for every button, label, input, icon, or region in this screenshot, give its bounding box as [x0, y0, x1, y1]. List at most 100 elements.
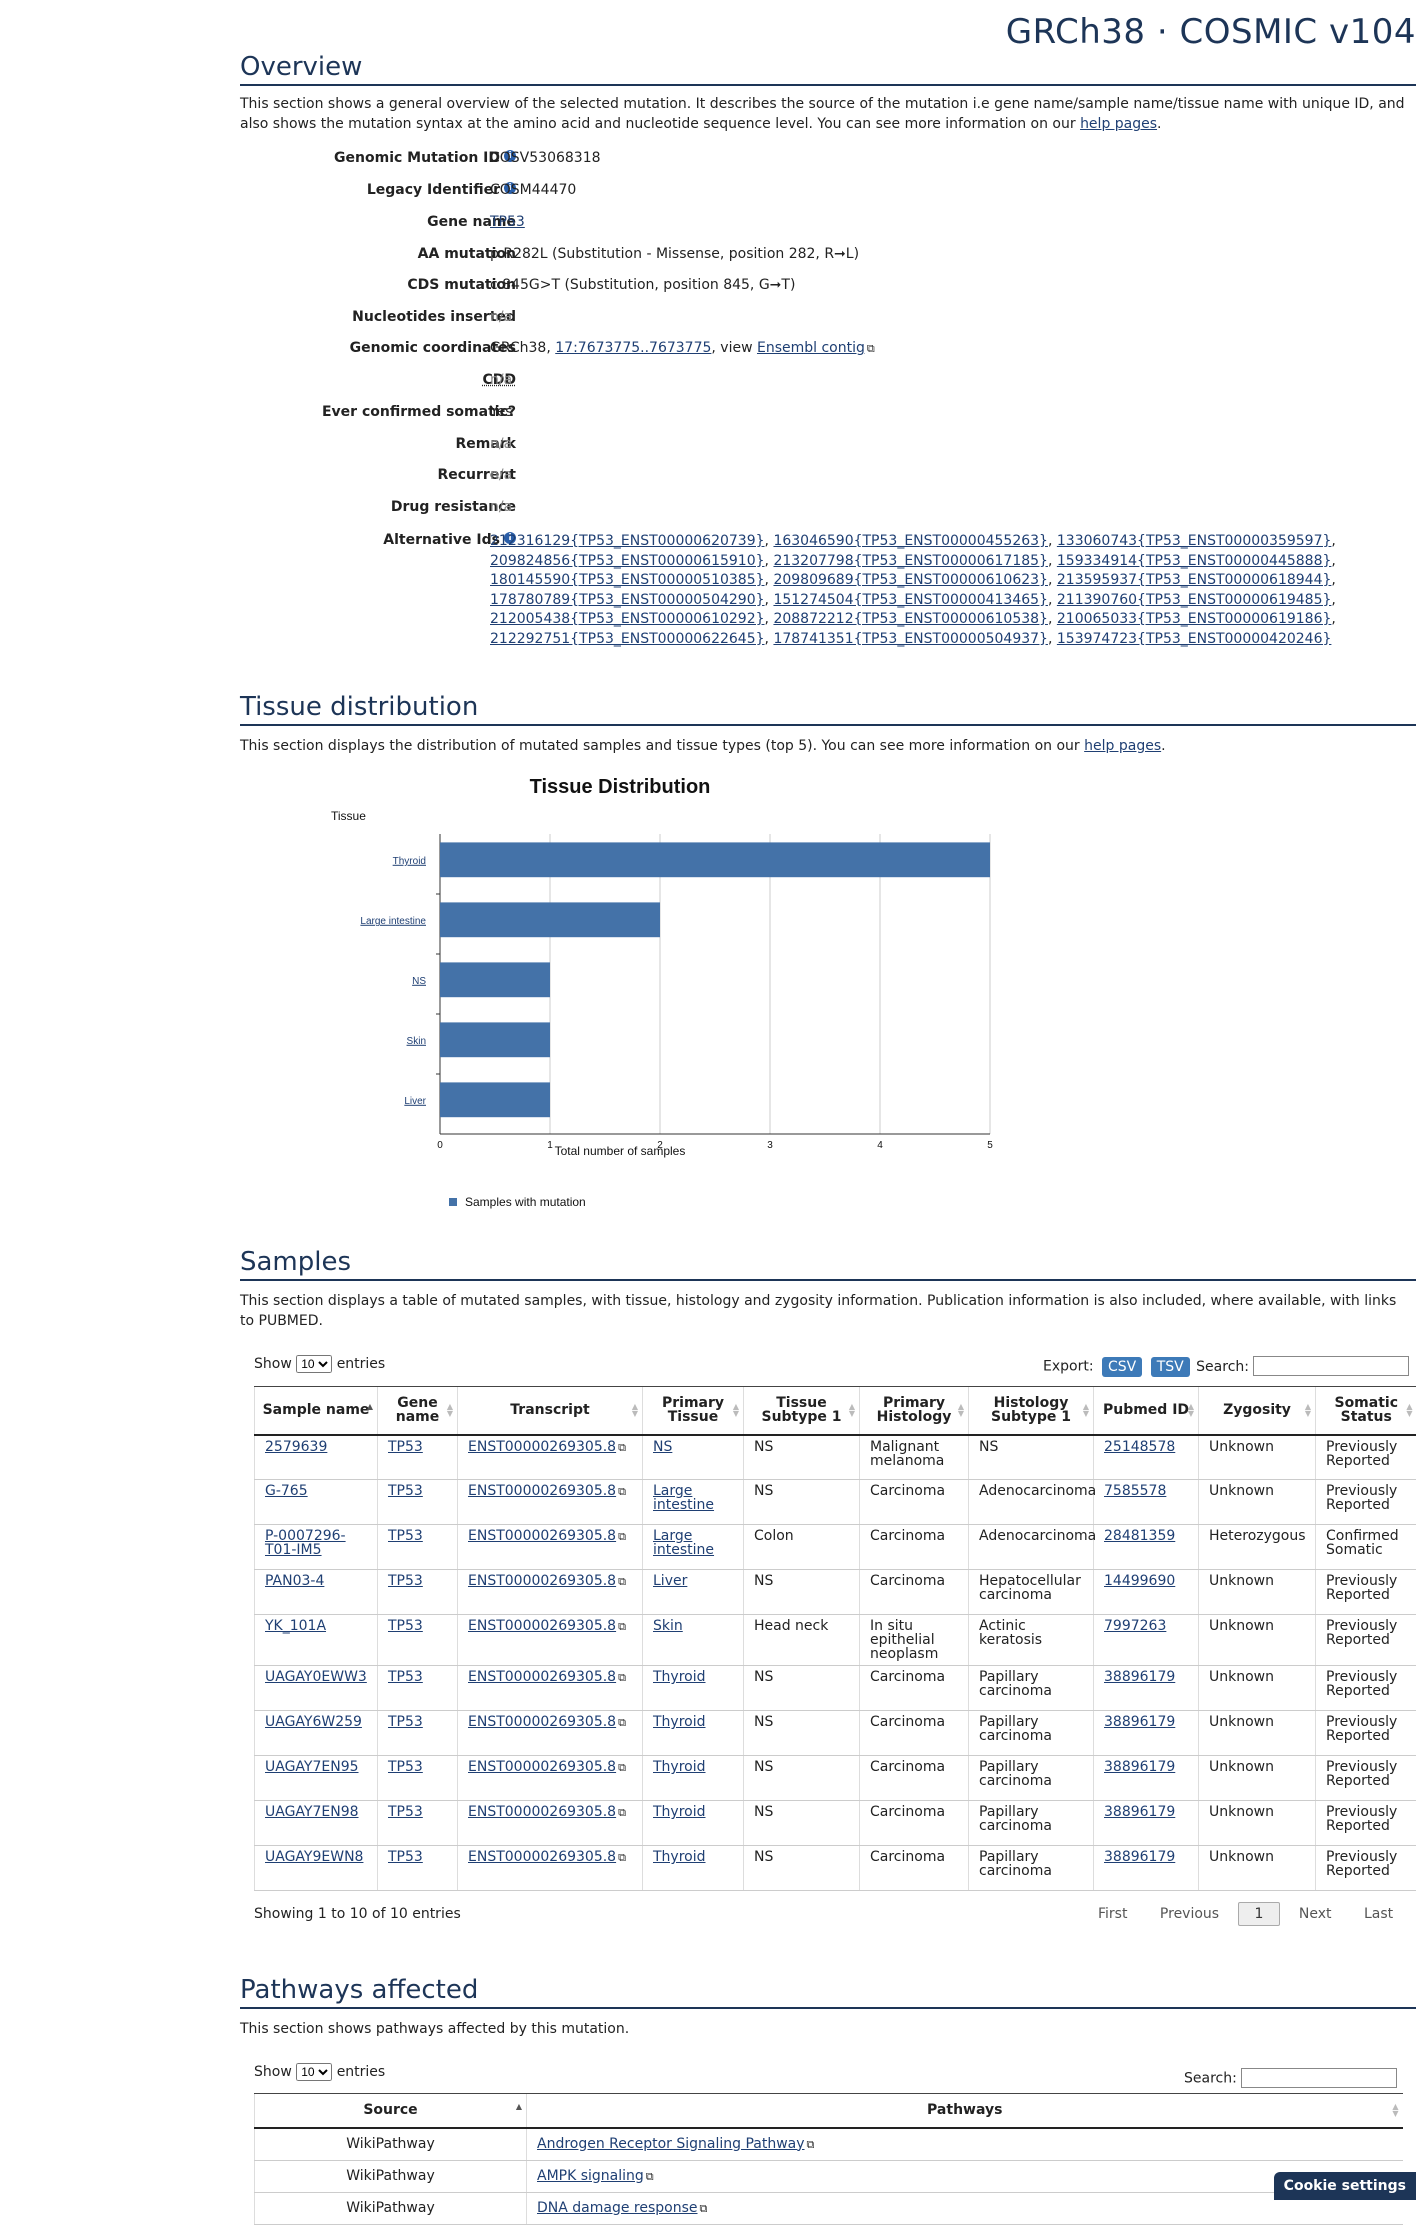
gene-name-link[interactable]: TP53 — [388, 1669, 423, 1685]
bar-ns[interactable] — [440, 962, 550, 997]
pubmed-id-link[interactable]: 14499690 — [1104, 1573, 1175, 1589]
transcript-link[interactable]: ENST00000269305.8 — [468, 1528, 616, 1544]
transcript-link[interactable]: ENST00000269305.8 — [468, 1439, 616, 1455]
pubmed-id-link[interactable]: 7997263 — [1104, 1618, 1166, 1634]
gene-name-link[interactable]: TP53 — [388, 1483, 423, 1499]
sample-name-link[interactable]: PAN03-4 — [265, 1573, 324, 1589]
pubmed-id-link[interactable]: 38896179 — [1104, 1849, 1175, 1865]
sample-name-link[interactable]: UAGAY7EN95 — [265, 1759, 359, 1775]
bar-thyroid[interactable] — [440, 842, 990, 877]
gene-name-link[interactable]: TP53 — [388, 1804, 423, 1820]
column-header[interactable]: Primary Histology▲▼ — [860, 1387, 969, 1435]
pubmed-id-link[interactable]: 38896179 — [1104, 1804, 1175, 1820]
cookie-settings-button[interactable]: Cookie settings — [1274, 2172, 1416, 2200]
column-header[interactable]: Sample name▲ — [255, 1387, 378, 1435]
transcript-link[interactable]: ENST00000269305.8 — [468, 1573, 616, 1589]
gene-name-link[interactable]: TP53 — [388, 1528, 423, 1544]
pagination-previous[interactable]: Previous — [1160, 1906, 1219, 1922]
column-header[interactable]: Zygosity▲▼ — [1199, 1387, 1316, 1435]
y-category-label[interactable]: Large intestine — [360, 916, 426, 927]
primary-tissue-link[interactable]: Thyroid — [653, 1849, 706, 1865]
column-header[interactable]: Tissue Subtype 1▲▼ — [744, 1387, 860, 1435]
pubmed-id-link[interactable]: 38896179 — [1104, 1669, 1175, 1685]
sample-name-link[interactable]: UAGAY7EN98 — [265, 1804, 359, 1820]
pathways-entries-select[interactable]: 10 — [296, 2063, 332, 2081]
pubmed-id-link[interactable]: 25148578 — [1104, 1439, 1175, 1455]
column-header[interactable]: Source▲ — [255, 2094, 527, 2128]
primary-tissue-link[interactable]: Skin — [653, 1618, 683, 1634]
gene-name-link[interactable]: TP53 — [388, 1714, 423, 1730]
transcript-link[interactable]: ENST00000269305.8 — [468, 1618, 616, 1634]
gene-name-link[interactable]: TP53 — [388, 1439, 423, 1455]
transcript-link[interactable]: ENST00000269305.8 — [468, 1714, 616, 1730]
alternative-id-link[interactable]: 211390760{TP53_ENST00000619485} — [1057, 592, 1332, 608]
pagination-page-1[interactable]: 1 — [1238, 1902, 1281, 1926]
transcript-link[interactable]: ENST00000269305.8 — [468, 1483, 616, 1499]
pagination-last[interactable]: Last — [1364, 1906, 1393, 1922]
y-category-label[interactable]: Liver — [404, 1096, 426, 1107]
primary-tissue-link[interactable]: Thyroid — [653, 1804, 706, 1820]
sample-name-link[interactable]: UAGAY0EWW3 — [265, 1669, 367, 1685]
alternative-id-link[interactable]: 133060743{TP53_ENST00000359597} — [1057, 533, 1332, 549]
pubmed-id-link[interactable]: 28481359 — [1104, 1528, 1175, 1544]
primary-tissue-link[interactable]: Thyroid — [653, 1759, 706, 1775]
gene-name-link[interactable]: TP53 — [388, 1618, 423, 1634]
overview-help-link[interactable]: help pages — [1080, 116, 1157, 132]
ensembl-contig-link[interactable]: Ensembl contig — [757, 340, 865, 356]
bar-skin[interactable] — [440, 1022, 550, 1057]
pubmed-id-link[interactable]: 7585578 — [1104, 1483, 1166, 1499]
transcript-link[interactable]: ENST00000269305.8 — [468, 1759, 616, 1775]
primary-tissue-link[interactable]: Liver — [653, 1573, 687, 1589]
pagination-first[interactable]: First — [1098, 1906, 1127, 1922]
pagination-next[interactable]: Next — [1299, 1906, 1332, 1922]
bar-liver[interactable] — [440, 1082, 550, 1117]
column-header[interactable]: Transcript▲▼ — [458, 1387, 643, 1435]
primary-tissue-link[interactable]: Thyroid — [653, 1714, 706, 1730]
sample-name-link[interactable]: UAGAY6W259 — [265, 1714, 362, 1730]
alternative-id-link[interactable]: 163046590{TP53_ENST00000455263} — [773, 533, 1048, 549]
sample-name-link[interactable]: P-0007296-T01-IM5 — [265, 1528, 346, 1558]
column-header[interactable]: Pubmed ID▲▼ — [1094, 1387, 1199, 1435]
primary-tissue-link[interactable]: Thyroid — [653, 1669, 706, 1685]
column-header[interactable]: Pathways▲▼ — [527, 2094, 1403, 2128]
sample-name-link[interactable]: G-765 — [265, 1483, 308, 1499]
y-category-label[interactable]: NS — [412, 976, 426, 987]
sample-name-link[interactable]: UAGAY9EWN8 — [265, 1849, 363, 1865]
alternative-id-link[interactable]: 212005438{TP53_ENST00000610292} — [490, 611, 765, 627]
pathway-link[interactable]: AMPK signaling — [537, 2168, 644, 2184]
gene-name-link[interactable]: TP53 — [490, 214, 525, 230]
alternative-id-link[interactable]: 210065033{TP53_ENST00000619186} — [1057, 611, 1332, 627]
primary-tissue-link[interactable]: NS — [653, 1439, 672, 1455]
alternative-id-link[interactable]: 153974723{TP53_ENST00000420246} — [1057, 631, 1332, 647]
transcript-link[interactable]: ENST00000269305.8 — [468, 1669, 616, 1685]
sample-name-link[interactable]: YK_101A — [265, 1618, 326, 1634]
alternative-id-link[interactable]: 180145590{TP53_ENST00000510385} — [490, 572, 765, 588]
samples-entries-select[interactable]: 10 — [296, 1355, 332, 1373]
samples-search-input[interactable] — [1253, 1356, 1409, 1376]
transcript-link[interactable]: ENST00000269305.8 — [468, 1849, 616, 1865]
alternative-id-link[interactable]: 209809689{TP53_ENST00000610623} — [773, 572, 1048, 588]
alternative-id-link[interactable]: 213595937{TP53_ENST00000618944} — [1057, 572, 1332, 588]
alternative-id-link[interactable]: 178780789{TP53_ENST00000504290} — [490, 592, 765, 608]
tissue-help-link[interactable]: help pages — [1084, 738, 1161, 754]
primary-tissue-link[interactable]: Large intestine — [653, 1483, 714, 1513]
alternative-id-link[interactable]: 208872212{TP53_ENST00000610538} — [773, 611, 1048, 627]
bar-large-intestine[interactable] — [440, 902, 660, 937]
column-header[interactable]: Primary Tissue▲▼ — [643, 1387, 744, 1435]
coordinates-link[interactable]: 17:7673775..7673775 — [555, 340, 711, 356]
alternative-id-link[interactable]: 212292751{TP53_ENST00000622645} — [490, 631, 765, 647]
column-header[interactable]: Histology Subtype 1▲▼ — [969, 1387, 1094, 1435]
pubmed-id-link[interactable]: 38896179 — [1104, 1714, 1175, 1730]
alternative-id-link[interactable]: 151274504{TP53_ENST00000413465} — [773, 592, 1048, 608]
pathways-search-input[interactable] — [1241, 2068, 1397, 2088]
export-tsv-button[interactable]: TSV — [1151, 1357, 1190, 1377]
gene-name-link[interactable]: TP53 — [388, 1849, 423, 1865]
alternative-id-link[interactable]: 209824856{TP53_ENST00000615910} — [490, 553, 765, 569]
gene-name-link[interactable]: TP53 — [388, 1759, 423, 1775]
y-category-label[interactable]: Skin — [407, 1036, 426, 1047]
transcript-link[interactable]: ENST00000269305.8 — [468, 1804, 616, 1820]
alternative-id-link[interactable]: 213207798{TP53_ENST00000617185} — [773, 553, 1048, 569]
primary-tissue-link[interactable]: Large intestine — [653, 1528, 714, 1558]
pubmed-id-link[interactable]: 38896179 — [1104, 1759, 1175, 1775]
column-header[interactable]: Somatic Status▲▼ — [1316, 1387, 1416, 1435]
